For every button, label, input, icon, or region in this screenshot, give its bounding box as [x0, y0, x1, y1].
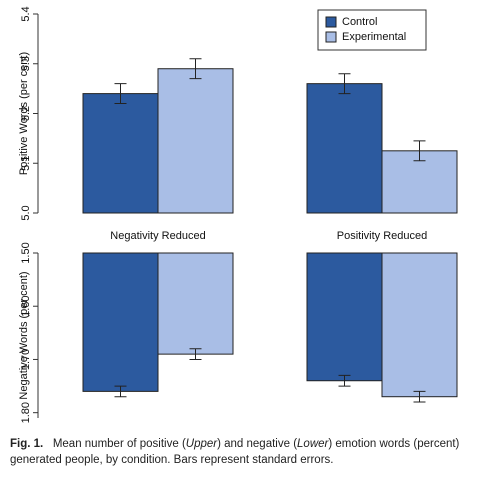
legend-swatch: [325, 16, 337, 28]
error-bar: [413, 140, 426, 162]
legend-swatch: [325, 31, 337, 43]
y-tick-label: 1.70: [20, 349, 32, 370]
y-tick-label: 5.2: [20, 106, 32, 121]
bar: [306, 252, 383, 382]
bar: [82, 93, 159, 214]
y-tick-label: 1.50: [20, 242, 32, 263]
y-tick-label: 1.60: [20, 296, 32, 317]
error-bar: [338, 374, 351, 387]
caption-text: Mean number of positive (: [52, 438, 186, 450]
y-tick-label: 1.80: [20, 402, 32, 423]
error-bar: [338, 73, 351, 95]
error-bar: [413, 390, 426, 403]
y-axis-title: Negative Words (per cent): [18, 271, 30, 399]
y-axis-title: Positive Words (per cent): [18, 52, 30, 175]
bar: [306, 83, 383, 214]
error-bar: [114, 385, 127, 398]
legend-label: Experimental: [342, 31, 406, 43]
y-tick-label: 5.3: [20, 56, 32, 71]
error-bar: [189, 348, 202, 360]
chart: Positive Words (per cent) 5.0 5.1 5.2 5.3 5.4…: [18, 6, 458, 423]
category-label: Negativity Reduced: [110, 230, 205, 242]
bar: [82, 252, 159, 392]
caption: Fig. 1. Mean number of positive (Upper) …: [10, 436, 476, 468]
y-tick-label: 5.4: [20, 6, 32, 21]
bar: [157, 68, 234, 214]
category-label: Positivity Reduced: [337, 230, 428, 242]
error-bar: [189, 58, 202, 80]
caption-text: ) emotion words (percent) generated peop…: [10, 438, 460, 466]
y-tick-label: 5.1: [20, 156, 32, 171]
bar: [157, 252, 234, 355]
caption-label: Fig. 1.: [10, 438, 44, 450]
caption-text: Lower: [297, 438, 329, 450]
bar: [381, 252, 458, 398]
y-tick-label: 5.0: [20, 205, 32, 220]
legend-label: Control: [342, 16, 377, 28]
caption-text: Upper: [185, 438, 218, 450]
error-bar: [114, 83, 127, 105]
caption-text: ) and negative (: [217, 438, 298, 450]
